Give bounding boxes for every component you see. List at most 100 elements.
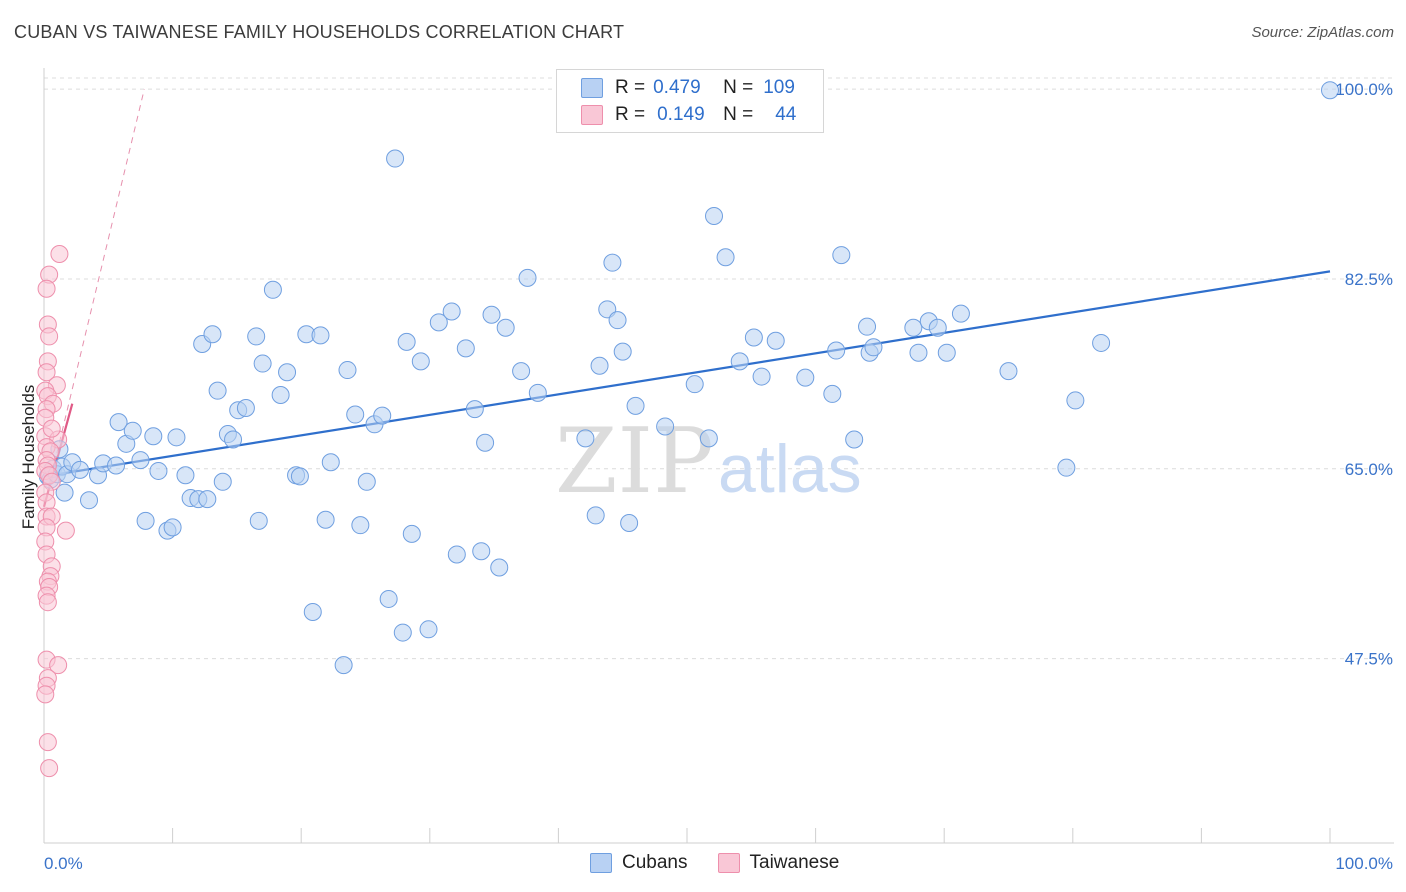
cuban-point (379, 589, 398, 608)
cuban-point (858, 317, 877, 336)
legend-row-cubans: R = 0.479 N = 109 (581, 76, 795, 100)
legend-n-value-cubans: 109 (763, 77, 795, 98)
cuban-point (316, 510, 335, 529)
cuban-point (823, 384, 842, 403)
cuban-point (247, 327, 266, 346)
cuban-point (730, 352, 749, 371)
cuban-point (107, 456, 126, 475)
cuban-point (397, 332, 416, 351)
cuban-point (224, 430, 243, 449)
cuban-point (512, 362, 531, 381)
bottom-legend-swatch-cubans (590, 853, 612, 873)
cuban-point (476, 433, 495, 452)
legend-r-value-taiwanese: 0.149 (657, 104, 705, 125)
cuban-point (442, 302, 461, 321)
cuban-point (586, 506, 605, 525)
cuban-point (131, 451, 150, 470)
taiwanese-point (42, 419, 61, 438)
cuban-point (303, 602, 322, 621)
legend-r-label: R = (615, 104, 646, 125)
bottom-legend-item-cubans: Cubans (590, 852, 688, 874)
legend-swatch-taiwanese (581, 105, 603, 125)
cuban-point (290, 467, 309, 486)
cuban-point (656, 417, 675, 436)
cuban-point (208, 381, 227, 400)
cuban-point (271, 386, 290, 405)
cuban-point (80, 491, 99, 510)
cuban-point (373, 406, 392, 425)
cuban-point (351, 516, 370, 535)
legend-r-label: R = (615, 77, 646, 98)
cuban-point (928, 318, 947, 337)
cuban-point (402, 524, 421, 543)
taiwanese-point (38, 593, 57, 612)
data-points (36, 81, 1339, 778)
cuban-point (528, 383, 547, 402)
cuban-point (429, 313, 448, 332)
cuban-point (386, 149, 405, 168)
cuban-point (136, 511, 155, 530)
legend: R = 0.479 N = 109 R = 0.149 N = 44 (556, 69, 824, 133)
bottom-legend-label-taiwanese: Taiwanese (749, 852, 840, 873)
cuban-point (213, 472, 232, 491)
cuban-point (346, 405, 365, 424)
cuban-point (620, 514, 639, 533)
taiwanese-point (56, 521, 75, 540)
cuban-point (71, 460, 90, 479)
cuban-point (411, 352, 430, 371)
taiwanese-point (49, 656, 68, 675)
cuban-point (1092, 333, 1111, 352)
cuban-trend-line (43, 270, 1331, 478)
cuban-point (864, 338, 883, 357)
bottom-legend: Cubans Taiwanese (590, 852, 869, 874)
cuban-point (999, 362, 1018, 381)
cuban-point (576, 429, 595, 448)
x-tick-label-max: 100.0% (1335, 854, 1393, 873)
legend-n-label: N = (723, 104, 754, 125)
cuban-point (626, 396, 645, 415)
y-tick-label: 100.0% (1335, 80, 1393, 99)
cuban-point (338, 361, 357, 380)
legend-row-taiwanese: R = 0.149 N = 44 (581, 103, 796, 127)
cuban-point (685, 375, 704, 394)
cuban-point (1057, 458, 1076, 477)
legend-r-value-cubans: 0.479 (653, 77, 701, 98)
cuban-point (752, 367, 771, 386)
legend-n-label: N = (723, 77, 754, 98)
cuban-point (163, 518, 182, 537)
y-tick-label: 47.5% (1345, 650, 1393, 669)
cuban-point (456, 339, 475, 358)
cuban-point (608, 311, 627, 330)
cuban-point (796, 368, 815, 387)
y-tick-label: 82.5% (1345, 270, 1393, 289)
cuban-point (357, 472, 376, 491)
cuban-point (496, 318, 515, 337)
cuban-point (149, 461, 168, 480)
taiwanese-point (38, 733, 57, 752)
taiwanese-point (37, 363, 56, 382)
cuban-point (334, 656, 353, 675)
cuban-point (1321, 81, 1339, 100)
chart-title: CUBAN VS TAIWANESE FAMILY HOUSEHOLDS COR… (14, 22, 625, 42)
cuban-point (311, 326, 330, 345)
cuban-point (393, 623, 412, 642)
bottom-legend-label-cubans: Cubans (622, 852, 688, 873)
legend-swatch-cubans (581, 78, 603, 98)
cuban-point (167, 428, 186, 447)
cuban-point (263, 280, 282, 299)
watermark-zip: ZIP (555, 409, 714, 514)
watermark-atlas: atlas (718, 431, 862, 507)
cuban-point (909, 343, 928, 362)
cuban-point (321, 453, 340, 472)
cuban-point (490, 558, 509, 577)
cuban-point (109, 413, 128, 432)
cuban-point (904, 318, 923, 337)
cuban-point (827, 341, 846, 360)
taiwanese-point (40, 759, 59, 778)
cuban-point (518, 268, 537, 287)
taiwanese-point (36, 685, 55, 704)
cuban-point (123, 421, 142, 440)
taiwanese-point (50, 244, 69, 263)
cuban-point (55, 483, 74, 502)
